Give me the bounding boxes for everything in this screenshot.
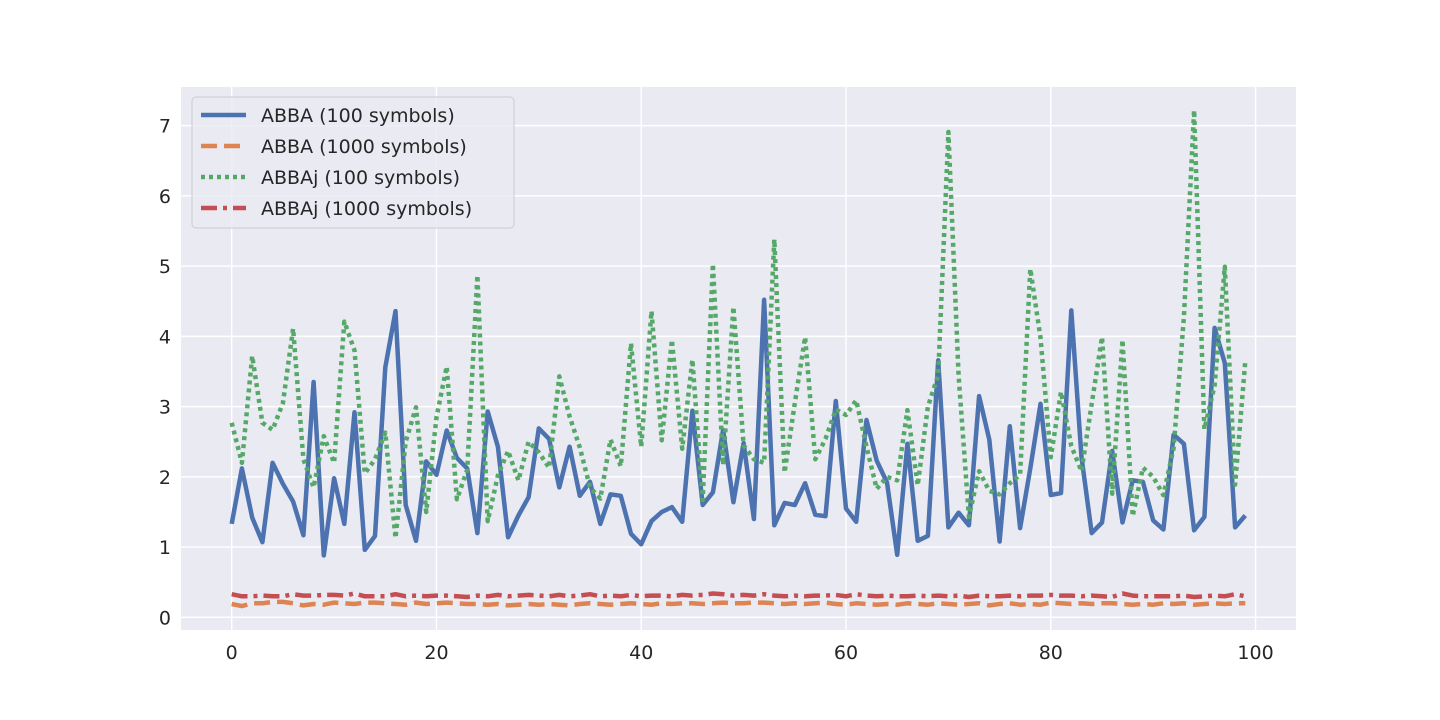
y-tick-label: 5 xyxy=(159,256,171,278)
legend: ABBA (100 symbols) ABBA (1000 symbols) ABB… xyxy=(191,96,515,229)
legend-label: ABBA (1000 symbols) xyxy=(261,136,467,158)
legend-frame xyxy=(191,96,515,229)
series-line-4 xyxy=(231,591,1246,600)
legend-label: ABBAj (1000 symbols) xyxy=(261,198,472,220)
y-tick-label: 0 xyxy=(159,607,171,629)
y-tick-label: 3 xyxy=(159,397,171,419)
x-tick-label: 100 xyxy=(1237,642,1273,664)
series-line-3 xyxy=(229,107,1248,541)
x-tick-label: 0 xyxy=(226,642,238,664)
series-line-1 xyxy=(229,297,1248,558)
x-tick-label: 80 xyxy=(1039,642,1063,664)
y-tick-label: 2 xyxy=(159,467,171,489)
y-tick-label: 6 xyxy=(159,186,171,208)
x-tick-label: 60 xyxy=(834,642,858,664)
series-line-2 xyxy=(231,599,1246,609)
legend-label: ABBA (100 symbols) xyxy=(261,105,455,127)
y-axis-ticks: 0 1 2 3 4 5 6 7 xyxy=(159,116,171,630)
y-tick-label: 4 xyxy=(159,326,171,348)
y-tick-label: 7 xyxy=(159,116,171,138)
series-lines xyxy=(229,107,1248,609)
x-tick-label: 40 xyxy=(629,642,653,664)
x-axis-ticks: 0 20 40 60 80 100 xyxy=(226,642,1274,664)
x-tick-label: 20 xyxy=(424,642,448,664)
legend-label: ABBAj (100 symbols) xyxy=(261,167,460,189)
y-tick-label: 1 xyxy=(159,537,171,559)
